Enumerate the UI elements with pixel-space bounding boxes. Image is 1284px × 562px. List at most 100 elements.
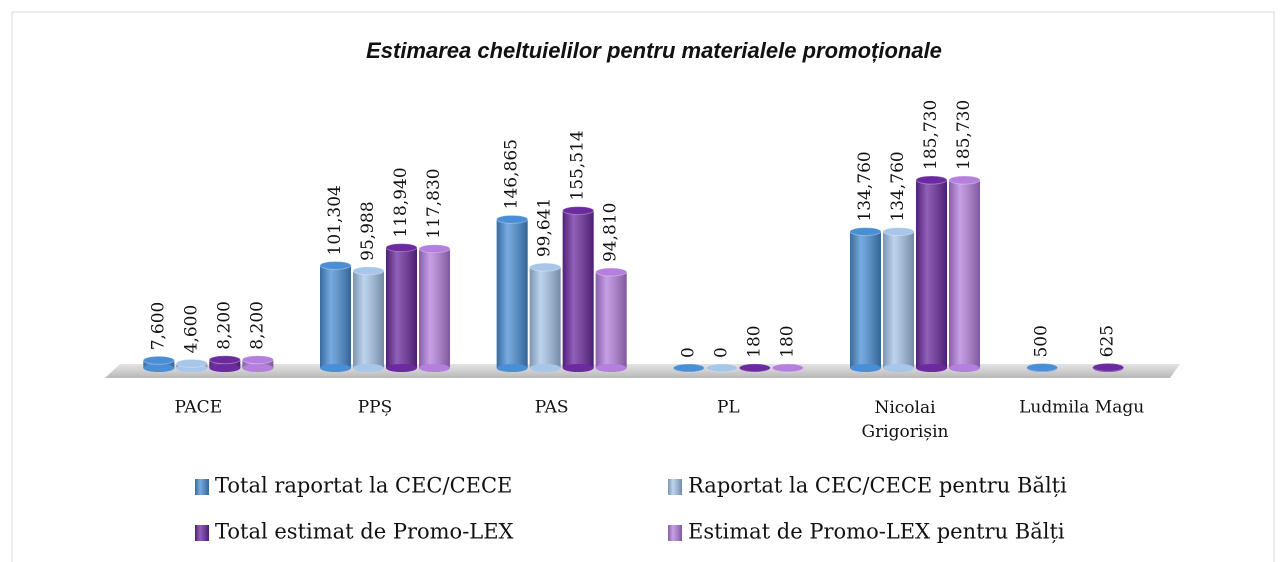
bar [496,214,529,372]
legend-swatch-shade [195,479,209,495]
bar-top [771,363,804,373]
bar-shade [562,210,594,368]
value-label: 134,760 [888,151,908,221]
bar-bottom [562,364,594,372]
value-label: 7,600 [148,302,168,351]
bar-top [319,260,352,270]
value-label: 146,865 [502,139,522,209]
frame [11,11,1275,562]
bar-bottom [883,364,914,372]
legend-swatch-shade [668,525,682,541]
bar-top [529,262,562,272]
bar-shade [353,270,384,368]
bar [208,355,241,372]
x-tick-label: Nicolai Grigorișin [862,398,949,442]
legend-swatch-shade [668,479,682,495]
value-label: 134,760 [855,151,875,221]
value-label: 500 [1032,325,1052,357]
bar-bottom [386,364,417,372]
value-label: 185,730 [954,100,974,170]
value-label: 99,641 [535,198,555,257]
bar-top [672,363,705,373]
bar [1026,362,1059,372]
bar-bottom [209,364,241,372]
bar-bottom [143,364,175,372]
bar [738,363,771,373]
bar-shade [242,359,274,368]
value-label: 180 [744,325,764,357]
x-tick-label-line: Grigorișin [862,422,949,442]
bar-bottom [320,364,351,372]
bar-top [175,358,208,368]
bar-top [352,266,385,276]
bar [771,363,804,373]
value-label: 180 [777,325,797,357]
bar-top [1092,362,1125,372]
legend-label: Total raportat la CEC/CECE [215,474,512,498]
bar [672,363,705,373]
bar [948,175,981,372]
bar-bottom [353,364,384,372]
bar-bottom [850,364,881,372]
bar-top [738,363,771,373]
bar [241,355,274,372]
bar-top [142,355,175,365]
value-label: 8,200 [247,301,267,350]
value-label: 8,200 [214,301,234,350]
bar-shade [916,180,947,368]
bar-shade [386,247,417,368]
x-tick-label: PAS [535,398,569,418]
bar-shade [209,359,241,368]
bar [915,175,948,372]
bar-bottom [595,364,627,372]
bar-top [418,244,451,254]
chart-title: Estimarea cheltuielilor pentru materiale… [366,38,942,63]
bar-top [882,227,915,237]
x-tick-label: PL [717,398,740,418]
value-label: 101,304 [325,185,345,255]
bar-bottom [496,364,528,372]
bar [352,266,385,372]
bar-top [948,175,981,185]
x-tick-label-line: Nicolai [874,398,936,418]
bar [562,206,595,372]
value-label: 95,988 [358,201,378,260]
bar-shade [419,248,450,368]
bar-top [705,363,738,373]
value-label: 4,600 [181,305,201,354]
bar-top [1026,362,1059,372]
bar [849,227,882,372]
value-label: 94,810 [601,203,621,262]
value-label: 185,730 [921,100,941,170]
value-label: 625 [1098,325,1118,357]
bar-shade [850,231,881,368]
bar-shade [949,180,980,368]
value-label: 0 [678,347,698,358]
legend-label: Raportat la CEC/CECE pentru Bălți [688,474,1067,498]
bar [1092,362,1125,372]
bar [529,262,562,372]
bar [595,267,628,372]
bar [418,244,451,372]
bar-shade [595,272,627,368]
value-label: 155,514 [568,130,588,200]
bar-bottom [529,364,561,372]
bar-bottom [419,364,450,372]
bar-top [241,355,274,365]
bar-bottom [949,364,980,372]
legend-swatch-shade [195,525,209,541]
bar-bottom [242,364,274,372]
value-label: 0 [711,347,731,358]
bar [175,358,208,372]
bar-bottom [916,364,947,372]
x-tick-label: PPȘ [358,398,393,418]
bar-shade [320,265,351,368]
x-tick-label: PACE [175,398,223,418]
bar [385,243,418,372]
bar [882,227,915,372]
bar-shade [883,231,914,368]
bar-top [385,243,418,253]
bar-shade [496,219,528,368]
value-label: 117,830 [424,168,444,238]
